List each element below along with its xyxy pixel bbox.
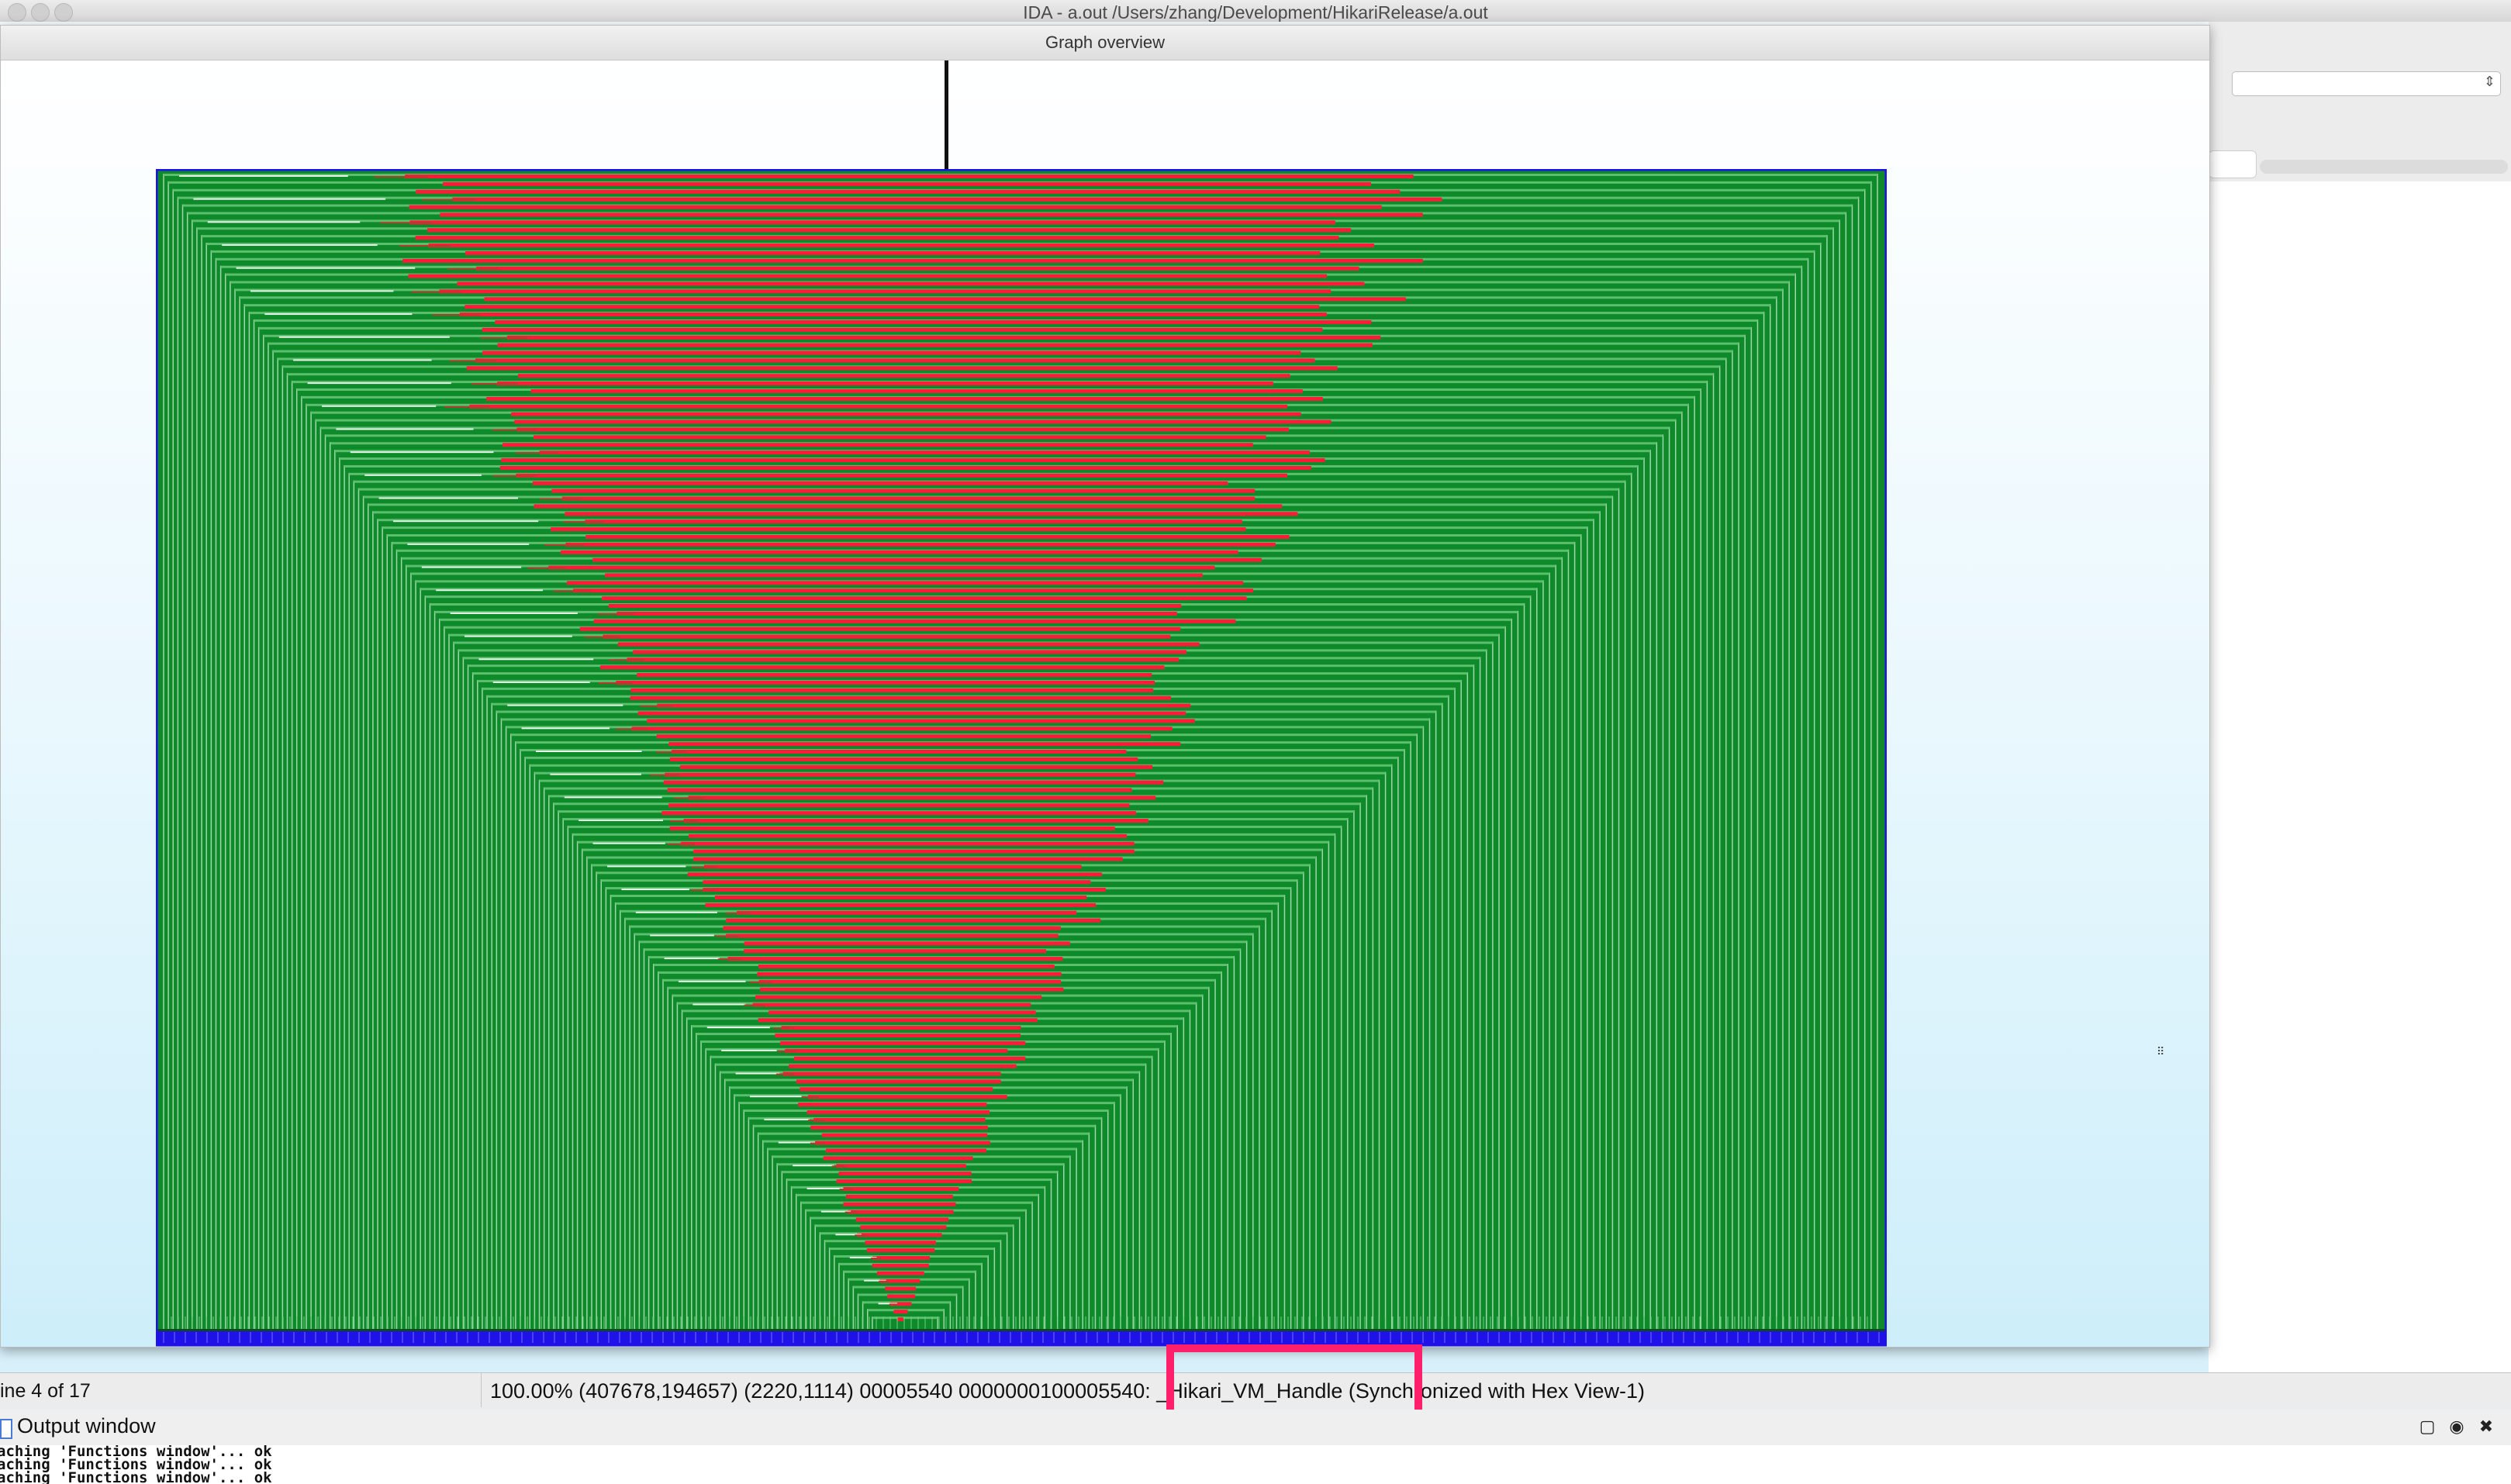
window-title: IDA - a.out /Users/zhang/Development/Hik… — [1023, 2, 1488, 22]
cfg-graph-svg — [156, 169, 1887, 1347]
panel-field[interactable] — [2209, 150, 2257, 178]
control-flow-graph[interactable] — [156, 169, 1887, 1348]
entry-edge — [945, 60, 948, 171]
output-log[interactable]: aching 'Functions window'... ok aching '… — [0, 1445, 2511, 1484]
zoom-icon[interactable] — [54, 3, 73, 22]
output-line: aching 'Functions window'... ok — [0, 1456, 272, 1473]
title-bar: IDA - a.out /Users/zhang/Development/Hik… — [0, 0, 2511, 22]
output-window-header: Output window ▢ ◉ ✖ — [0, 1410, 2511, 1446]
doc-icon — [0, 1419, 12, 1439]
panel-combobox[interactable]: ⇕ — [2232, 71, 2501, 96]
graph-overview-window[interactable]: Graph overview ⠿ — [0, 25, 2210, 1348]
panel-scrollbar[interactable] — [2260, 160, 2508, 174]
close-icon[interactable] — [8, 3, 26, 22]
cfg-outline — [156, 169, 1887, 1347]
status-bar: ine 4 of 17 100.00% (407678,194657) (222… — [0, 1372, 2511, 1409]
line-status: ine 4 of 17 — [0, 1373, 482, 1407]
panel-content — [2209, 181, 2511, 1372]
overview-title: Graph overview — [1, 26, 2209, 60]
selection-marker-icon: ⠿ — [2157, 1045, 2165, 1058]
float-icon[interactable]: ◉ — [2449, 1417, 2464, 1436]
output-window-title: Output window — [17, 1414, 156, 1437]
minimize-icon[interactable] — [31, 3, 50, 22]
close-x-icon[interactable]: ✖ — [2478, 1417, 2494, 1436]
combo-arrows-icon: ⇕ — [2483, 74, 2495, 89]
restore-icon[interactable]: ▢ — [2419, 1417, 2436, 1436]
output-line: aching 'Functions window'... ok — [0, 1445, 272, 1460]
output-line: aching 'Functions window'... ok — [0, 1469, 272, 1484]
right-panel: ⇕ — [2209, 22, 2511, 1372]
overview-canvas[interactable]: ⠿ — [1, 60, 2209, 1347]
address-status: 100.00% (407678,194657) (2220,1114) 0000… — [490, 1379, 1646, 1403]
